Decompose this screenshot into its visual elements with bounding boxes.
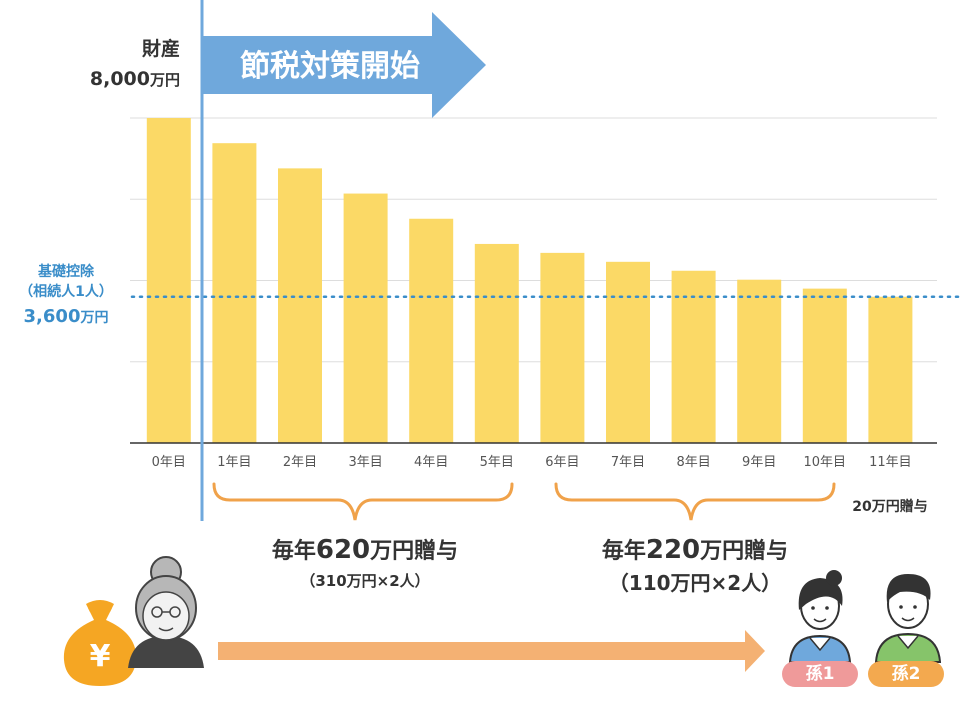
basic-deduction-value: 3,600 — [23, 306, 81, 327]
period-1-breakdown: （310万円×2人） — [300, 572, 430, 590]
bars — [146, 118, 913, 443]
bar-4 — [409, 218, 454, 443]
bar-0 — [146, 118, 191, 443]
grandchild-2-icon — [874, 574, 942, 663]
basic-deduction-title: 基礎控除 — [38, 264, 94, 280]
grid-lines — [130, 117, 937, 363]
gift-flow-arrow — [218, 630, 765, 672]
last-year-gift-text: 20万円贈与 — [852, 499, 928, 515]
brace-period-1 — [212, 482, 514, 521]
period-1-gift-text: 毎年620万円贈与 （310万円×2人） — [205, 533, 525, 593]
grandchild-1-badge: 孫1 — [782, 661, 858, 687]
bar-8 — [671, 270, 716, 443]
bar-9 — [737, 279, 782, 443]
x-tick-label-4: 4年目 — [414, 455, 448, 470]
x-tick-label-3: 3年目 — [348, 455, 382, 470]
bar-2 — [278, 168, 322, 443]
basic-deduction-label: 基礎控除 （相続人1人） 3,600万円 — [6, 262, 126, 333]
asset-unit: 万円 — [149, 71, 180, 89]
grandmother-icon — [128, 556, 204, 668]
bar-6 — [540, 252, 585, 443]
x-tick-label-1: 1年目 — [217, 455, 251, 470]
bar-1 — [212, 143, 257, 443]
asset-title: 財産 — [141, 38, 180, 60]
x-tick-label-0: 0年目 — [152, 455, 186, 470]
period-1-amount: 620 — [315, 535, 371, 565]
asset-amount: 8,000万円 — [60, 64, 180, 95]
banner-text: 節税対策開始 — [240, 49, 420, 84]
period-1-prefix: 毎年 — [271, 539, 316, 564]
x-tick-labels: 0年目 1年目 2年目 3年目 4年目 5年目 6年目 7年目 8年目 9年目 10年目 11年目 — [152, 455, 912, 470]
period-2-main: 毎年220万円贈与 — [545, 533, 845, 569]
bar-10 — [802, 288, 847, 443]
x-tick-label-7: 7年目 — [611, 455, 645, 470]
bar-7 — [606, 261, 650, 443]
x-tick-label-2: 2年目 — [283, 455, 317, 470]
grandchild-1-icon — [788, 570, 852, 663]
basic-deduction-subtitle: （相続人1人） — [19, 284, 113, 300]
bar-3 — [343, 193, 388, 443]
period-2-suffix: 万円贈与 — [700, 539, 789, 564]
period-2-prefix: 毎年 — [601, 539, 646, 564]
x-tick-label-11: 11年目 — [869, 455, 912, 470]
basic-deduction-amount: 3,600万円 — [6, 302, 126, 333]
asset-value: 8,000 — [89, 68, 150, 90]
banner-arrow — [202, 12, 486, 118]
money-bag-icon: ¥ — [63, 600, 137, 686]
bar-11 — [868, 296, 913, 443]
yen-symbol: ¥ — [90, 639, 111, 674]
x-tick-label-5: 5年目 — [480, 455, 514, 470]
x-tick-label-6: 6年目 — [545, 455, 579, 470]
period-2-gift-text: 毎年220万円贈与 （110万円×2人） — [545, 533, 845, 597]
period-1-main: 毎年620万円贈与 — [205, 533, 525, 569]
x-tick-label-10: 10年目 — [804, 455, 847, 470]
period-1-suffix: 万円贈与 — [370, 539, 459, 564]
basic-deduction-unit: 万円 — [80, 310, 109, 326]
x-tick-label-9: 9年目 — [742, 455, 776, 470]
period-2-amount: 220 — [645, 535, 701, 565]
grandchild-2-badge: 孫2 — [868, 661, 944, 687]
asset-label: 財産 8,000万円 — [60, 34, 180, 95]
brace-period-2 — [554, 482, 836, 521]
x-tick-label-8: 8年目 — [676, 455, 710, 470]
bar-5 — [474, 243, 519, 443]
period-2-breakdown: （110万円×2人） — [608, 571, 782, 595]
